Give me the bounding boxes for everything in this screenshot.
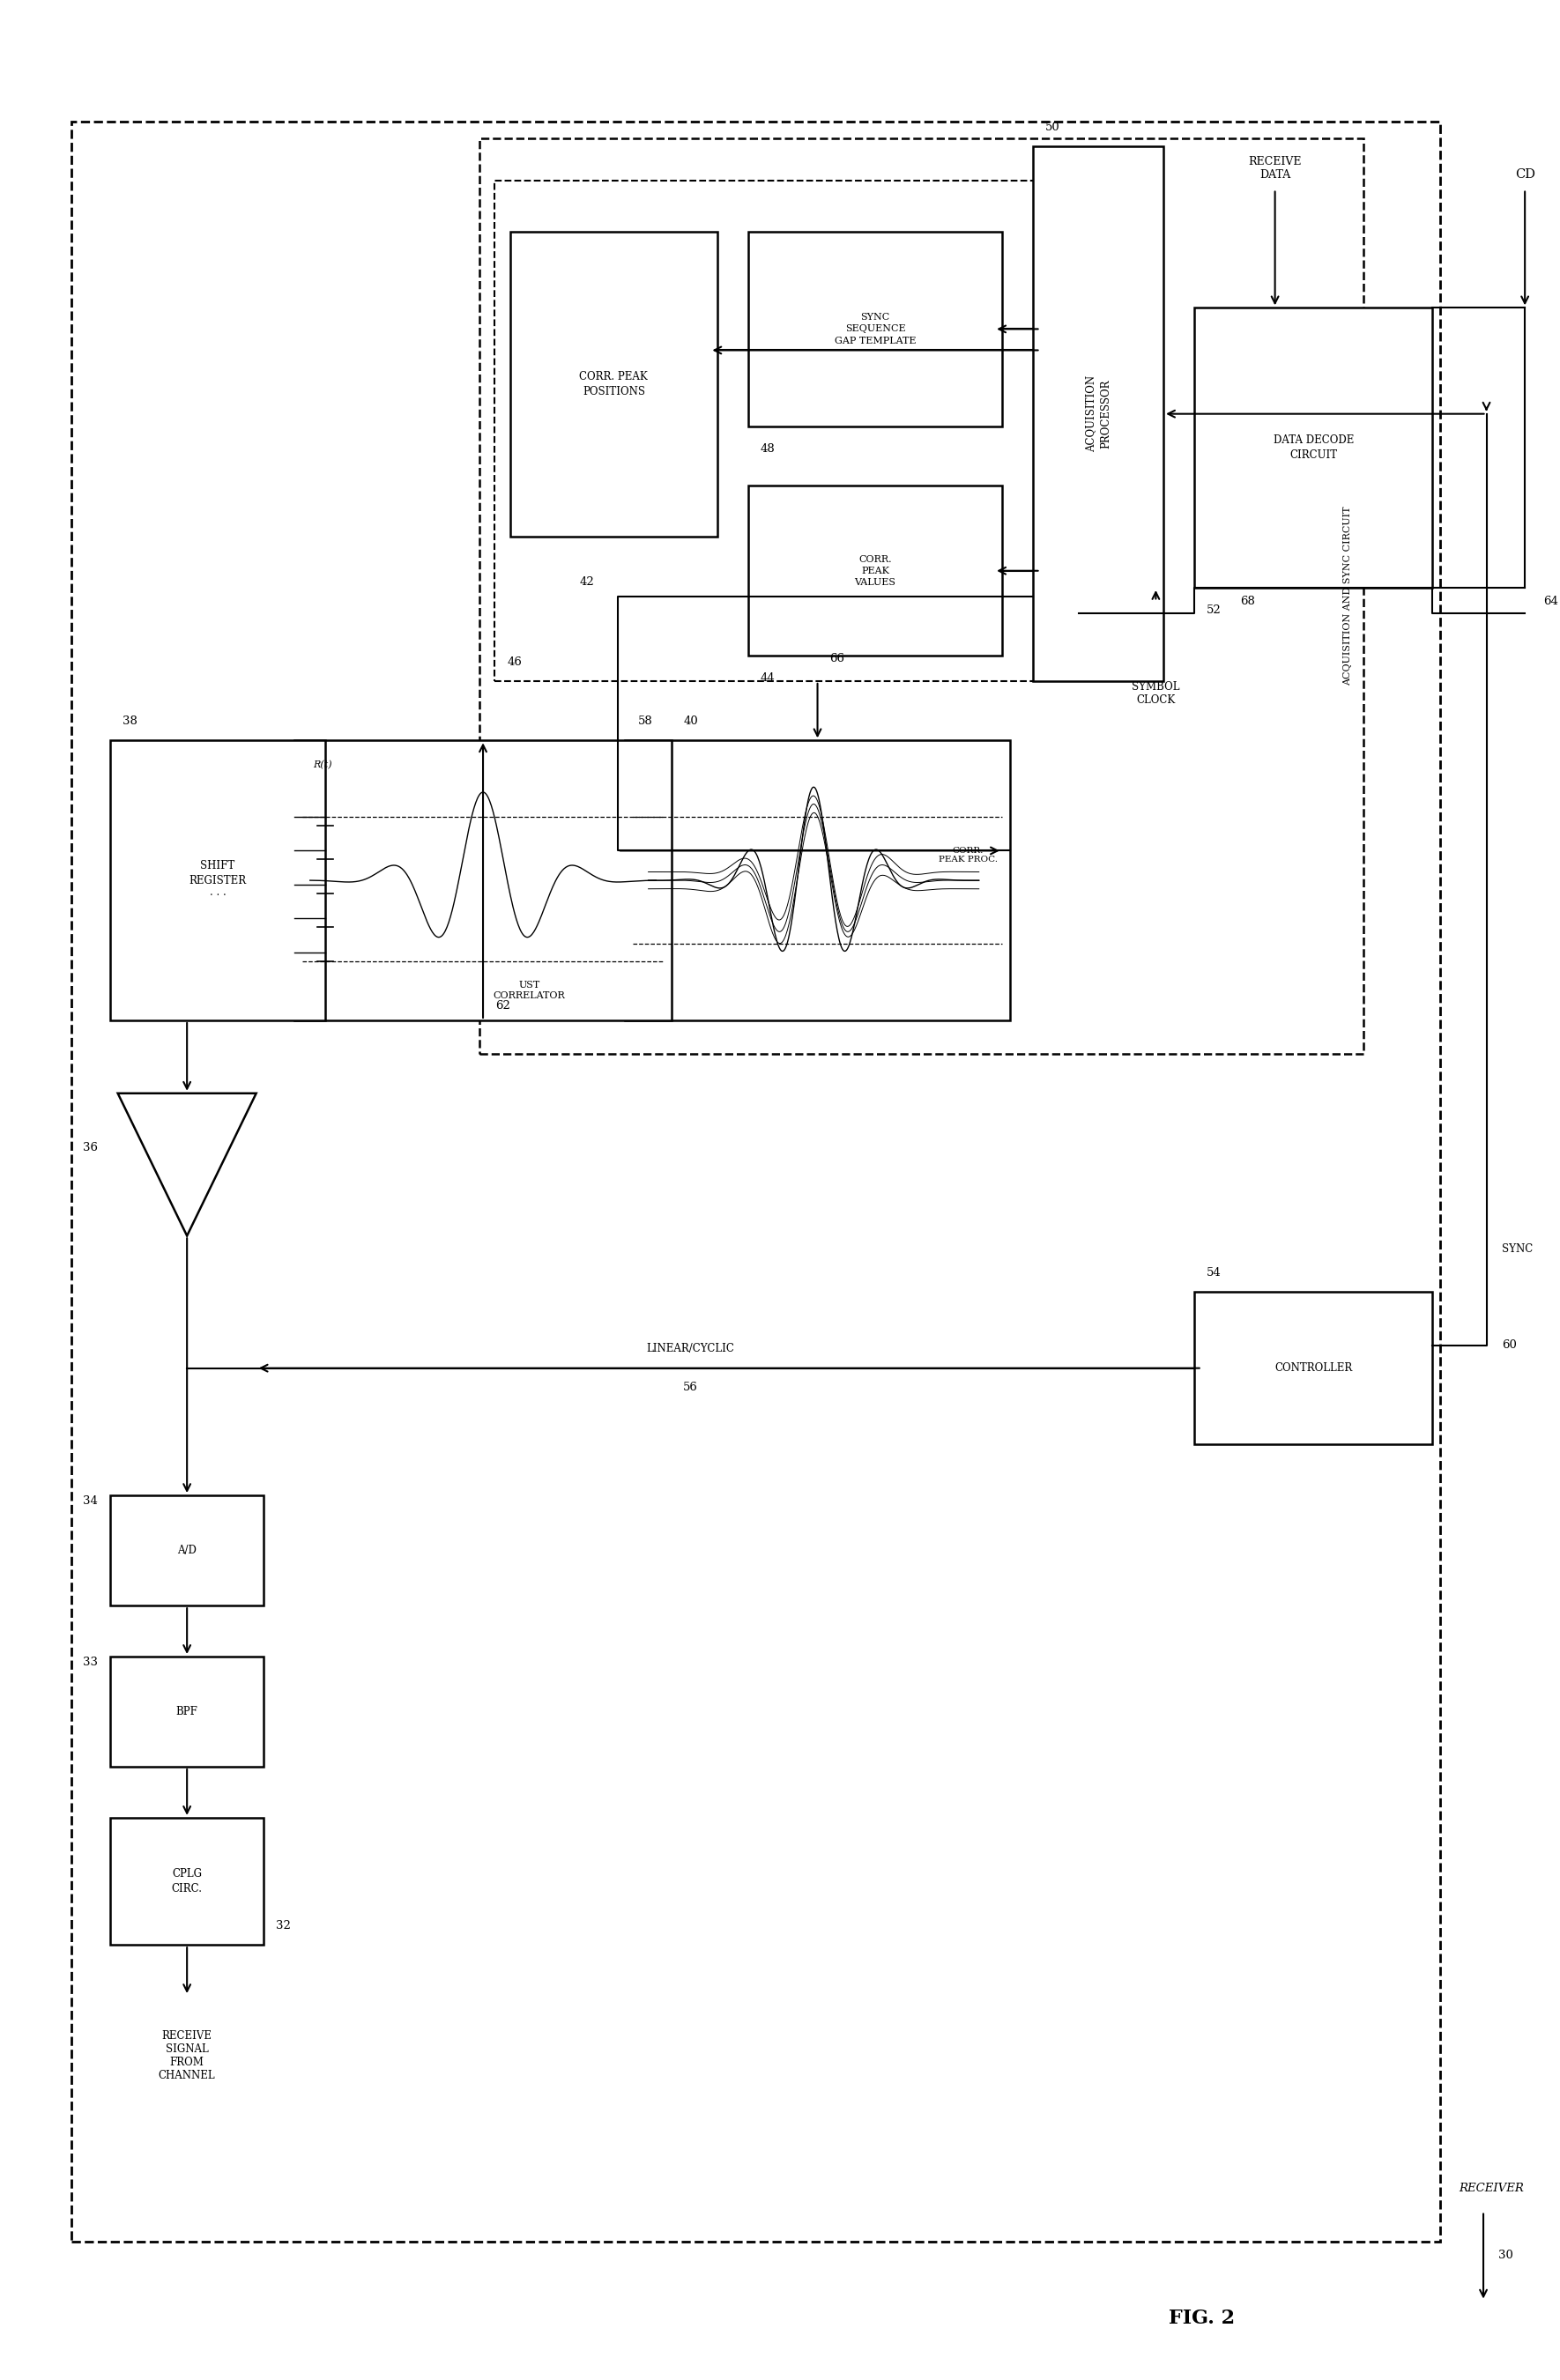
Text: 40: 40 <box>683 716 699 726</box>
Text: 54: 54 <box>1206 1266 1221 1278</box>
Text: ACQUISITION
PROCESSOR: ACQUISITION PROCESSOR <box>1084 376 1111 452</box>
Text: BPF: BPF <box>176 1706 198 1718</box>
Text: 60: 60 <box>1502 1340 1516 1352</box>
Text: RECEIVE
DATA: RECEIVE DATA <box>1248 157 1301 181</box>
FancyBboxPatch shape <box>510 231 718 538</box>
Text: SYNC: SYNC <box>1502 1245 1533 1254</box>
Text: 48: 48 <box>761 443 775 455</box>
Text: R(t): R(t) <box>314 762 332 769</box>
Text: 66: 66 <box>830 652 846 664</box>
Text: CONTROLLER: CONTROLLER <box>1275 1361 1353 1373</box>
Text: 33: 33 <box>83 1656 98 1668</box>
FancyBboxPatch shape <box>111 1818 264 1944</box>
FancyBboxPatch shape <box>749 486 1002 655</box>
Text: FIG. 2: FIG. 2 <box>1168 2309 1236 2328</box>
FancyBboxPatch shape <box>111 740 326 1021</box>
FancyBboxPatch shape <box>1033 148 1164 681</box>
Text: 36: 36 <box>83 1142 98 1154</box>
Text: 30: 30 <box>1499 2249 1513 2261</box>
Text: 42: 42 <box>580 576 594 588</box>
Text: UST
CORRELATOR: UST CORRELATOR <box>493 981 565 1000</box>
Text: SYNC
SEQUENCE
GAP TEMPLATE: SYNC SEQUENCE GAP TEMPLATE <box>835 314 916 345</box>
Text: SHIFT
REGISTER
· · ·: SHIFT REGISTER · · · <box>189 859 246 902</box>
Text: 50: 50 <box>1045 121 1059 133</box>
Text: 32: 32 <box>276 1921 292 1933</box>
Text: 62: 62 <box>496 1000 510 1012</box>
Text: 46: 46 <box>507 657 521 666</box>
Text: 44: 44 <box>761 674 775 683</box>
FancyBboxPatch shape <box>749 231 1002 426</box>
Text: CD: CD <box>1515 169 1535 181</box>
Text: CORR. PEAK
POSITIONS: CORR. PEAK POSITIONS <box>579 371 647 397</box>
Text: DATA DECODE
CIRCUIT: DATA DECODE CIRCUIT <box>1273 436 1354 462</box>
Text: ACQUISITION AND SYNC CIRCUIT: ACQUISITION AND SYNC CIRCUIT <box>1343 507 1353 685</box>
FancyBboxPatch shape <box>626 740 1009 1021</box>
FancyBboxPatch shape <box>1195 307 1432 588</box>
FancyBboxPatch shape <box>111 1656 264 1766</box>
Text: CPLG
CIRC.: CPLG CIRC. <box>172 1868 203 1894</box>
Text: 34: 34 <box>83 1495 98 1507</box>
Text: CORR.
PEAK PROC.: CORR. PEAK PROC. <box>939 847 997 864</box>
Text: A/D: A/D <box>178 1545 197 1557</box>
Polygon shape <box>119 1092 256 1235</box>
Text: CORR.
PEAK
VALUES: CORR. PEAK VALUES <box>855 555 895 588</box>
FancyBboxPatch shape <box>495 181 1041 681</box>
FancyBboxPatch shape <box>72 121 1440 2242</box>
Text: RECEIVE
SIGNAL
FROM
CHANNEL: RECEIVE SIGNAL FROM CHANNEL <box>159 2030 215 2080</box>
FancyBboxPatch shape <box>111 1495 264 1607</box>
Text: 64: 64 <box>1543 595 1558 607</box>
Text: 58: 58 <box>638 716 652 726</box>
Text: 38: 38 <box>122 716 137 726</box>
Text: 68: 68 <box>1240 595 1256 607</box>
Text: 56: 56 <box>683 1383 697 1392</box>
Text: 52: 52 <box>1206 605 1221 616</box>
Text: SYMBOL
CLOCK: SYMBOL CLOCK <box>1133 681 1179 707</box>
FancyBboxPatch shape <box>295 740 671 1021</box>
FancyBboxPatch shape <box>1195 1292 1432 1445</box>
Text: RECEIVER: RECEIVER <box>1459 2182 1524 2194</box>
FancyBboxPatch shape <box>479 138 1363 1054</box>
Text: LINEAR/CYCLIC: LINEAR/CYCLIC <box>646 1342 735 1354</box>
